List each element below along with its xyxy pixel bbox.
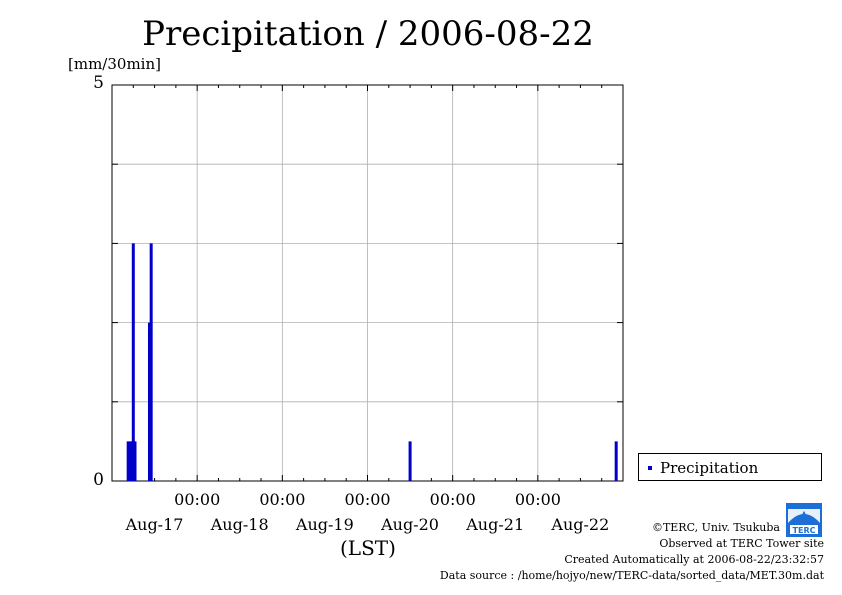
precip-bar <box>408 441 412 481</box>
precip-bar <box>149 243 153 481</box>
svg-text:TERC: TERC <box>793 526 816 535</box>
x-tick-date-label: Aug-22 <box>551 515 610 534</box>
x-tick-time-label: 00:00 <box>429 490 476 509</box>
x-tick-time-label: 00:00 <box>174 490 221 509</box>
x-tick-time-label: 00:00 <box>514 490 561 509</box>
x-tick-date-label: Aug-18 <box>210 515 269 534</box>
y-axis-unit: [mm/30min] <box>68 55 161 73</box>
terc-logo: TERC <box>786 503 822 537</box>
x-tick-time-label: 00:00 <box>259 490 306 509</box>
x-tick-time-label: 00:00 <box>344 490 391 509</box>
precip-bar <box>614 441 618 481</box>
chart-title: Precipitation / 2006-08-22 <box>142 14 594 54</box>
legend-label: Precipitation <box>660 459 759 477</box>
x-tick-date-label: Aug-19 <box>295 515 354 534</box>
precip-bar <box>131 243 135 481</box>
legend: Precipitation <box>638 453 822 481</box>
y-tick-label-min: 0 <box>93 470 104 490</box>
legend-swatch <box>648 466 652 470</box>
credits: ©TERC, Univ. Tsukuba Observed at TERC To… <box>440 520 824 584</box>
credit-created: Created Automatically at 2006-08-22/23:3… <box>564 553 824 566</box>
precip-bar <box>128 441 132 481</box>
x-axis-label: (LST) <box>340 536 396 560</box>
precip-bar <box>130 441 134 481</box>
credit-copyright: ©TERC, Univ. Tsukuba <box>651 521 780 534</box>
x-tick-date-label: Aug-20 <box>381 515 439 534</box>
credit-source: Data source : /home/hojyo/new/TERC-data/… <box>439 569 824 582</box>
precip-bar <box>133 441 137 481</box>
x-tick-date-label: Aug-17 <box>125 515 184 534</box>
credit-site: Observed at TERC Tower site <box>659 537 824 550</box>
x-tick-date-label: Aug-21 <box>466 515 525 534</box>
precip-bar <box>147 322 151 481</box>
precip-bar <box>126 441 130 481</box>
y-tick-label-max: 5 <box>93 73 104 93</box>
